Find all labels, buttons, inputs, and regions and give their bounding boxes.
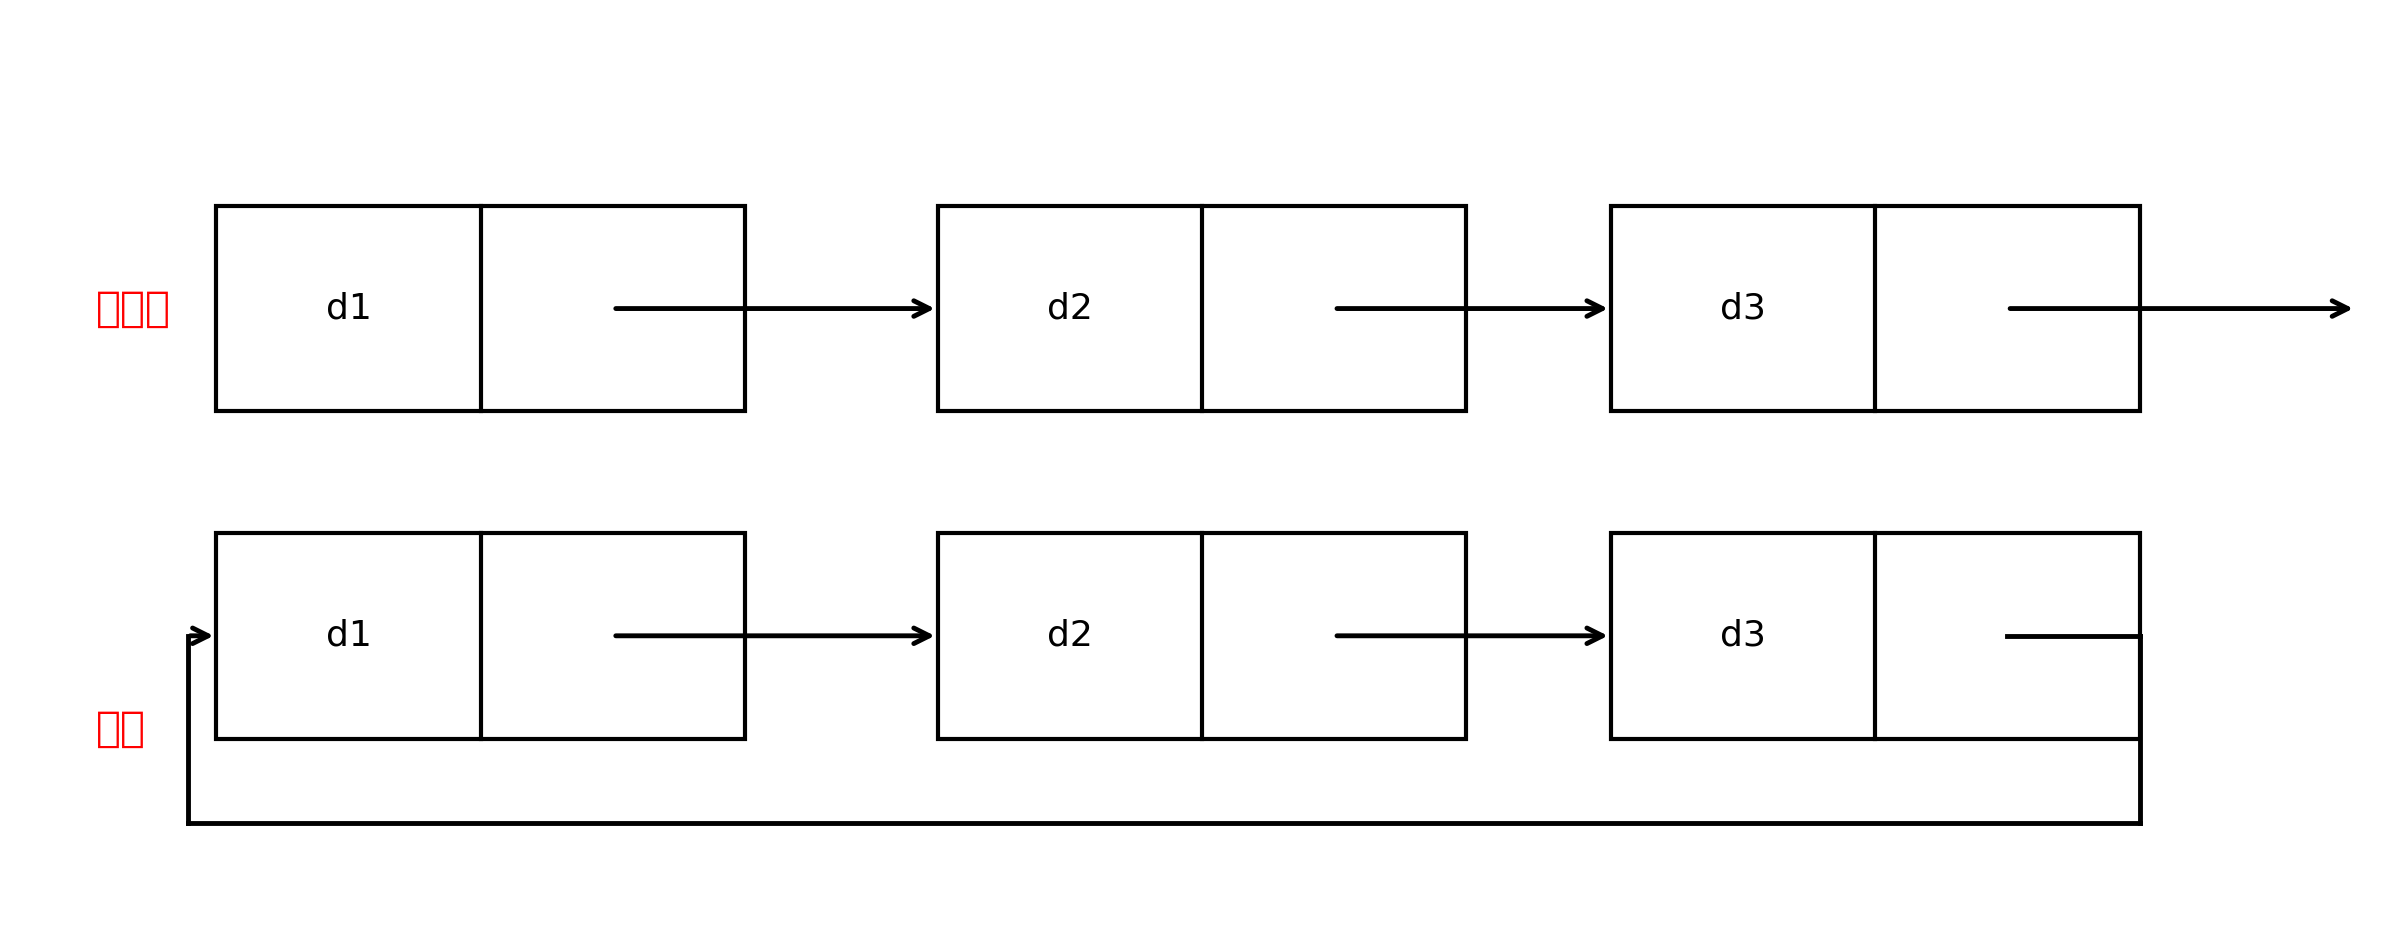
Bar xyxy=(1611,533,2140,739)
Text: d2: d2 xyxy=(1046,292,1094,325)
Text: d3: d3 xyxy=(1719,292,1767,325)
Text: d1: d1 xyxy=(325,292,373,325)
Bar xyxy=(938,533,1466,739)
Bar xyxy=(1611,206,2140,411)
Text: 非循环: 非循环 xyxy=(96,288,171,329)
Bar xyxy=(216,206,745,411)
Bar xyxy=(938,206,1466,411)
Text: d3: d3 xyxy=(1719,619,1767,653)
Text: d2: d2 xyxy=(1046,619,1094,653)
Text: 循环: 循环 xyxy=(96,709,147,750)
Bar xyxy=(216,533,745,739)
Text: d1: d1 xyxy=(325,619,373,653)
